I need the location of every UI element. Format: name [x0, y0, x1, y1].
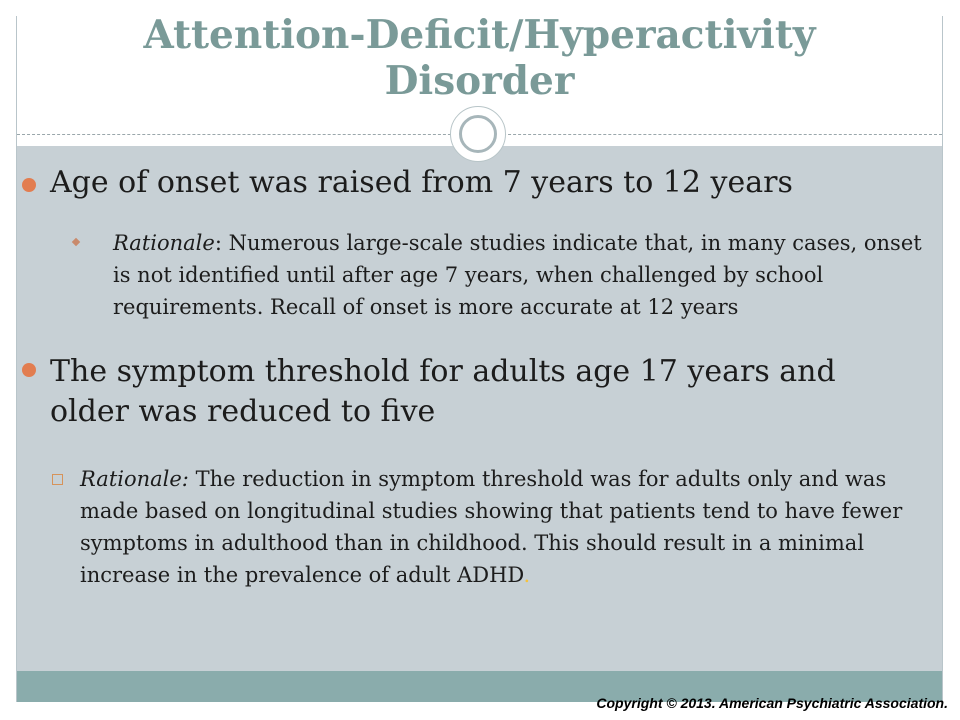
circle-ornament-inner: [459, 115, 497, 153]
sub-bullet-2: Rationale: The reduction in symptom thre…: [80, 463, 928, 591]
main-bullet-1: Age of onset was raised from 7 years to …: [50, 165, 793, 200]
filled-circle-bullet-icon: [22, 178, 36, 192]
slide-frame: [16, 16, 943, 702]
circle-ornament-icon: [450, 106, 506, 162]
sub-bullet-2-label: Rationale:: [80, 467, 189, 491]
sub-bullet-1-text: Numerous large-scale studies indicate th…: [113, 231, 922, 319]
footer-bar: [17, 671, 942, 702]
content-panel: [17, 146, 942, 671]
main-bullet-2: The symptom threshold for adults age 17 …: [50, 354, 836, 429]
sub-bullet-2-text: The reduction in symptom threshold was f…: [80, 467, 903, 587]
hollow-square-bullet-icon: [52, 474, 63, 485]
filled-circle-bullet-icon: [22, 363, 36, 377]
copyright-notice: Copyright © 2013. American Psychiatric A…: [596, 695, 948, 711]
sub-bullet-1-separator: :: [214, 231, 222, 255]
sub-bullet-1: Rationale: Numerous large-scale studies …: [113, 227, 928, 323]
sub-bullet-2-end: .: [523, 563, 531, 587]
slide-title: Attention-Deficit/Hyperactivity Disorder: [143, 11, 816, 104]
sub-bullet-1-label: Rationale: [113, 231, 215, 255]
